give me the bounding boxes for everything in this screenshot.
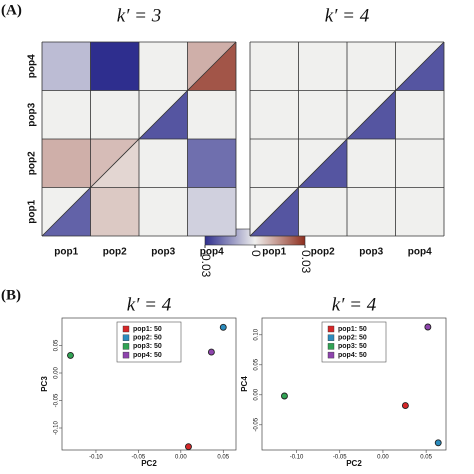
legend-label: pop3: 50: [133, 343, 162, 350]
panel-label: (A): [1, 2, 22, 18]
legend-label: pop3: 50: [338, 343, 367, 350]
y-tick-label: pop4: [27, 54, 38, 78]
heatmap-cell: [187, 187, 236, 236]
point: [424, 323, 432, 331]
heatmap-cell: [187, 90, 236, 139]
colorbar-tick-label: 0.03: [299, 250, 313, 274]
heatmap-cell: [90, 42, 139, 91]
chart-title: k′ = 4: [332, 294, 377, 315]
heatmap-cell: [395, 139, 444, 188]
chart-title: k′ = 4: [127, 294, 172, 315]
diagonal-line: [41, 41, 237, 237]
heatmap-cell: [139, 42, 188, 91]
y-tick-label: pop1: [27, 199, 38, 223]
heatmap-cell: [298, 42, 347, 91]
plot-frame: [61, 317, 237, 451]
legend-swatch: [327, 351, 335, 359]
y-tick-label: -0.05: [54, 393, 60, 407]
legend-swatch: [122, 351, 130, 359]
x-tick-label: -0.05: [333, 455, 347, 461]
x-tick-label: pop1: [262, 247, 286, 258]
y-tick-label: pop3: [27, 102, 38, 126]
heatmap-cell: [250, 90, 299, 139]
panel-label: (B): [1, 287, 21, 303]
heatmap-cell: [42, 90, 91, 139]
legend-label: pop2: 50: [133, 335, 162, 342]
y-tick-label: 0.10: [254, 328, 260, 340]
y-tick-label: 0.05: [54, 339, 60, 351]
x-tick-label: pop3: [151, 247, 175, 258]
heatmap-cell: [139, 139, 188, 188]
chart-title: k′ = 4: [325, 5, 370, 26]
heatmap-cell: [395, 187, 444, 236]
y-tick-label: pop2: [27, 151, 38, 175]
heatmap-cell: [90, 90, 139, 139]
x-tick-label: pop3: [359, 247, 383, 258]
x-tick-label: -0.10: [89, 455, 103, 461]
legend-label: pop4: 50: [338, 352, 367, 359]
legend-swatch: [122, 334, 130, 341]
colorbar-tick-label: -0.03: [199, 250, 213, 278]
y-tick-label: 0.00: [54, 367, 60, 379]
x-axis-label: PC2: [141, 459, 157, 468]
x-axis-label: PC2: [346, 459, 362, 468]
y-tick-label: 0.00: [254, 388, 260, 400]
heatmap-cell: [347, 187, 396, 236]
x-tick-label: pop1: [54, 247, 78, 258]
heatmap-cell: [250, 42, 299, 91]
chart-title: k′ = 3: [117, 5, 161, 26]
x-tick-label: -0.10: [290, 455, 304, 461]
x-tick-label: 0.00: [377, 455, 389, 461]
legend-swatch: [327, 343, 335, 350]
x-tick-label: pop4: [200, 247, 224, 258]
point: [67, 351, 74, 359]
x-tick-label: 0.05: [420, 455, 432, 461]
x-tick-label: pop4: [408, 247, 432, 258]
point: [434, 439, 442, 447]
legend-swatch: [327, 334, 335, 341]
legend-swatch: [122, 325, 130, 333]
y-tick-label: -0.10: [54, 421, 60, 435]
legend-label: pop4: 50: [133, 352, 162, 359]
x-tick-label: -0.05: [132, 455, 146, 461]
y-tick-label: 0.05: [254, 358, 260, 370]
point: [207, 348, 215, 356]
heatmap-cell: [139, 187, 188, 236]
legend-label: pop1: 50: [338, 326, 367, 333]
heatmap-cell: [90, 187, 139, 236]
point: [401, 402, 409, 410]
point: [281, 392, 288, 400]
plot-frame: [261, 317, 447, 451]
point: [219, 323, 227, 331]
heatmap-cell: [347, 139, 396, 188]
heatmap-cell: [42, 139, 91, 188]
point: [185, 443, 192, 451]
heatmap-cell: [187, 139, 236, 188]
colorbar-tick-label: 0: [249, 250, 263, 257]
heatmap-cell: [395, 90, 444, 139]
legend-label: pop2: 50: [338, 335, 367, 342]
legend-swatch: [327, 325, 335, 333]
heatmap-cell: [42, 42, 91, 91]
x-tick-label: pop2: [103, 247, 127, 258]
heatmap-cell: [298, 90, 347, 139]
x-tick-label: 0.05: [217, 455, 229, 461]
legend-label: pop1: 50: [133, 326, 162, 333]
legend-swatch: [122, 343, 130, 350]
heatmap-cell: [250, 139, 299, 188]
x-tick-label: pop2: [311, 247, 335, 258]
x-tick-label: 0.00: [175, 455, 187, 461]
heatmap-cell: [347, 42, 396, 91]
y-tick-label: -0.05: [254, 417, 260, 431]
heatmap-cell: [298, 187, 347, 236]
y-axis-label: PC3: [40, 376, 49, 392]
diagonal-line: [249, 41, 445, 237]
y-axis-label: PC4: [240, 376, 249, 392]
